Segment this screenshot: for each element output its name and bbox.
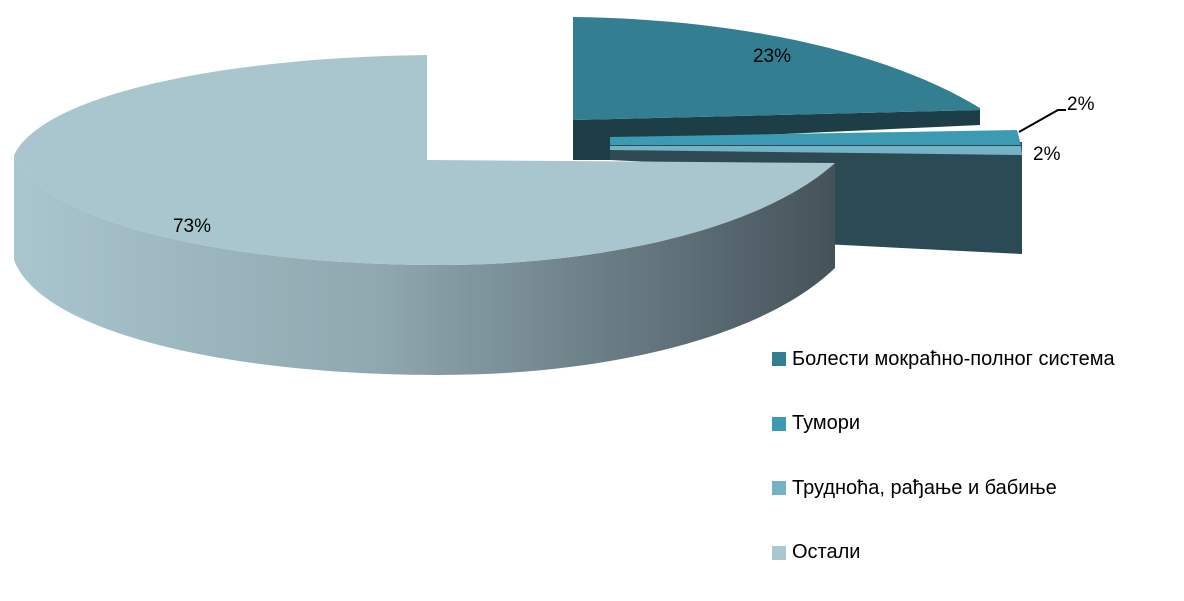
data-label-pregnancy: 2% [1033, 144, 1061, 165]
legend-item-others: Остали [772, 537, 1115, 569]
slice-others [14, 55, 835, 265]
slice-pregnancy [610, 146, 1022, 155]
legend-item-urogenital: Болести мокраћно-полног система [772, 343, 1115, 375]
legend-swatch-others [772, 545, 786, 560]
legend-swatch-pregnancy [772, 481, 786, 495]
data-label-tumors: 2% [1067, 94, 1095, 115]
slice-urogenital [573, 17, 980, 120]
leader-line [1018, 109, 1066, 133]
slice-others-side [14, 155, 835, 375]
legend-label-urogenital: Болести мокраћно-полног система [792, 347, 1115, 370]
legend-label-pregnancy: Трудноћа, рађање и бабиње [792, 476, 1057, 499]
slice-urogenital-inner-wall [573, 110, 980, 160]
legend-swatch-urogenital [772, 352, 786, 366]
legend: Болести мокраћно-полног система Тумори Т… [772, 343, 1115, 601]
legend-label-tumors: Тумори [792, 412, 861, 434]
legend-swatch-tumors [772, 416, 786, 431]
legend-item-tumors: Тумори [772, 408, 1115, 440]
slice-tumors [610, 130, 1021, 145]
data-label-urogenital: 23% [753, 46, 791, 67]
legend-label-others: Остали [792, 541, 861, 563]
legend-item-pregnancy: Трудноћа, рађање и бабиње [772, 472, 1115, 504]
data-label-others: 73% [173, 216, 211, 237]
pie-chart: 23% 2% 2% 73% [14, 17, 1095, 375]
slice-urogenital-side [610, 142, 1022, 254]
